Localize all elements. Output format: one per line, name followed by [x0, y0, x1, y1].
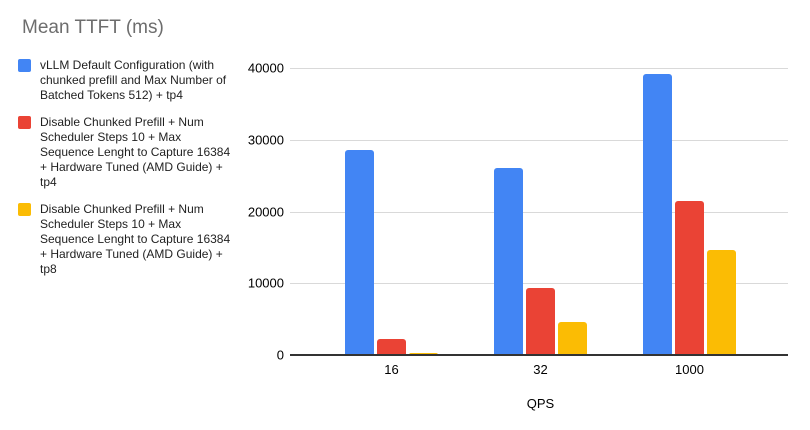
gridlines — [290, 68, 788, 356]
bar-series3-qps-16 — [409, 352, 438, 355]
bar-series1-qps-1000 — [643, 74, 672, 355]
legend: vLLM Default Configuration (with chunked… — [18, 58, 234, 277]
legend-item: vLLM Default Configuration (with chunked… — [18, 58, 234, 103]
x-axis-line — [290, 354, 788, 356]
y-tick-label: 10000 — [247, 275, 284, 291]
y-tick-label: 20000 — [247, 204, 284, 219]
bar-group-qps-16 — [317, 68, 466, 355]
gridline — [290, 68, 788, 69]
x-tick-label: 32 — [533, 362, 548, 377]
bar-series2-qps-16 — [377, 338, 406, 355]
y-axis-labels: 0 10000 20000 30000 40000 — [234, 61, 284, 363]
y-tick-label: 40000 — [247, 60, 284, 76]
bar-series1-qps-16 — [345, 149, 374, 355]
bar-series3-qps-1000 — [707, 249, 736, 355]
bars-row — [290, 68, 788, 355]
gridline — [290, 283, 788, 285]
bar-series1-qps-32 — [494, 168, 523, 355]
y-tick-label: 30000 — [247, 132, 284, 148]
legend-item: Disable Chunked Prefill + Num Scheduler … — [18, 115, 234, 190]
legend-color-swatch — [18, 203, 31, 216]
y-tick-label: 0 — [276, 347, 284, 363]
bar-series2-qps-32 — [526, 287, 555, 355]
bar-series2-qps-1000 — [675, 200, 704, 355]
x-axis-labels: 16 32 1000 — [290, 362, 788, 377]
bar-series3-qps-32 — [558, 322, 587, 355]
bar-group-qps-32 — [466, 68, 615, 355]
gridline — [290, 211, 788, 213]
legend-label: vLLM Default Configuration (with chunked… — [40, 58, 227, 102]
x-axis-title: QPS — [526, 396, 555, 411]
plot-area — [290, 68, 788, 356]
x-tick-label: 16 — [384, 362, 399, 377]
gridline — [290, 139, 788, 141]
legend-color-swatch — [18, 59, 31, 72]
legend-label: Disable Chunked Prefill + Num Scheduler … — [40, 115, 231, 189]
x-tick-label: 1000 — [675, 362, 704, 377]
chart-title: Mean TTFT (ms) — [22, 17, 164, 38]
legend-label: Disable Chunked Prefill + Num Scheduler … — [40, 202, 231, 276]
legend-color-swatch — [18, 116, 31, 129]
bar-group-qps-1000 — [615, 68, 764, 355]
legend-item: Disable Chunked Prefill + Num Scheduler … — [18, 202, 234, 277]
